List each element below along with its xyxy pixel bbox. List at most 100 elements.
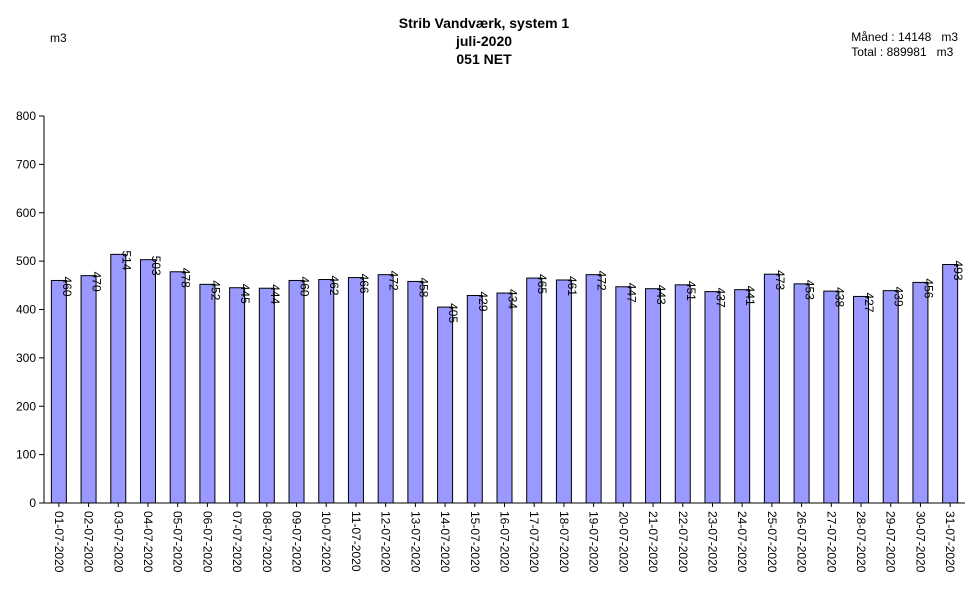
x-tick-label: 01-07-2020 <box>52 511 66 573</box>
x-tick-label: 06-07-2020 <box>200 511 214 573</box>
bar <box>437 306 454 504</box>
x-tick-label: 25-07-2020 <box>765 511 779 573</box>
total-label: Total : <box>851 45 884 59</box>
data-label: 447 <box>624 283 638 303</box>
bar <box>734 289 751 504</box>
bar <box>139 259 156 504</box>
x-tick-label: 14-07-2020 <box>438 511 452 573</box>
data-label: 443 <box>654 285 668 305</box>
title-line-3: 051 NET <box>456 51 512 67</box>
y-tick-label: 600 <box>16 206 36 220</box>
x-tick-label: 23-07-2020 <box>705 511 719 573</box>
data-label: 437 <box>713 288 727 308</box>
x-tick-label: 22-07-2020 <box>676 511 690 573</box>
totals-box: Måned : 14148 m3 Total : 889981 m3 <box>851 30 958 60</box>
bar <box>823 290 840 504</box>
data-label: 452 <box>208 280 222 300</box>
data-label: 444 <box>268 284 282 304</box>
bar <box>80 275 97 504</box>
x-tick-label: 03-07-2020 <box>111 511 125 573</box>
data-label: 453 <box>803 280 817 300</box>
bar <box>645 288 662 504</box>
data-label: 470 <box>90 272 104 292</box>
y-tick-label: 800 <box>16 109 36 123</box>
bar <box>407 280 424 504</box>
x-tick-label: 05-07-2020 <box>171 511 185 573</box>
x-tick-label: 08-07-2020 <box>260 511 274 573</box>
data-label: 514 <box>119 250 133 270</box>
x-tick-label: 04-07-2020 <box>141 511 155 573</box>
data-label: 460 <box>298 276 312 296</box>
x-tick-label: 26-07-2020 <box>795 511 809 573</box>
x-tick-label: 20-07-2020 <box>616 511 630 573</box>
x-tick-label: 12-07-2020 <box>379 511 393 573</box>
bar <box>377 274 394 504</box>
total-value: 889981 <box>886 45 927 59</box>
y-unit-label: m3 <box>50 31 67 45</box>
y-tick-label: 500 <box>16 254 36 268</box>
bar <box>288 279 305 504</box>
y-tick-label: 300 <box>16 351 36 365</box>
y-tick-label: 100 <box>16 448 36 462</box>
x-tick-label: 19-07-2020 <box>587 511 601 573</box>
x-tick-label: 18-07-2020 <box>557 511 571 573</box>
x-tick-label: 17-07-2020 <box>527 511 541 573</box>
y-tick-label: 700 <box>16 157 36 171</box>
data-label: 438 <box>832 287 846 307</box>
data-label: 461 <box>565 276 579 296</box>
month-label: Måned : <box>851 30 895 44</box>
bar <box>496 292 513 504</box>
x-tick-label: 07-07-2020 <box>230 511 244 573</box>
title-line-1: Strib Vandværk, system 1 <box>398 15 570 31</box>
chart-title: Strib Vandværk, system 1 juli-2020 051 N… <box>0 14 968 68</box>
data-label: 472 <box>595 271 609 291</box>
bar <box>704 291 721 504</box>
bar <box>674 284 691 504</box>
total-unit: m3 <box>936 45 954 59</box>
bar <box>853 295 870 504</box>
x-tick-label: 11-07-2020 <box>349 511 363 572</box>
bar <box>912 281 929 504</box>
x-tick-label: 27-07-2020 <box>824 511 838 573</box>
data-label: 451 <box>684 281 698 301</box>
bar <box>50 279 67 504</box>
bar <box>615 286 632 504</box>
data-label: 405 <box>446 303 460 323</box>
grand-total-row: Total : 889981 m3 <box>851 45 958 60</box>
y-tick-label: 400 <box>16 303 36 317</box>
x-tick-label: 13-07-2020 <box>408 511 422 573</box>
bar <box>169 271 186 504</box>
month-value: 14148 <box>897 30 932 44</box>
data-label: 429 <box>476 291 490 311</box>
data-label: 473 <box>773 270 787 290</box>
data-label: 503 <box>149 256 163 276</box>
bar <box>199 283 216 504</box>
bar <box>585 274 602 504</box>
bar <box>942 264 959 504</box>
x-tick-label: 09-07-2020 <box>290 511 304 573</box>
month-total-row: Måned : 14148 m3 <box>851 30 958 45</box>
x-tick-label: 10-07-2020 <box>319 511 333 573</box>
x-tick-label: 30-07-2020 <box>913 511 927 573</box>
data-label: 458 <box>416 277 430 297</box>
data-label: 478 <box>179 268 193 288</box>
data-label: 460 <box>60 276 74 296</box>
x-tick-label: 21-07-2020 <box>646 511 660 573</box>
month-unit: m3 <box>941 30 958 44</box>
data-label: 434 <box>506 289 520 309</box>
x-tick-label: 31-07-2020 <box>943 511 957 573</box>
data-label: 445 <box>238 284 252 304</box>
x-tick-label: 16-07-2020 <box>498 511 512 573</box>
title-line-2: juli-2020 <box>455 33 513 49</box>
data-label: 493 <box>951 261 965 281</box>
y-tick-label: 200 <box>16 399 36 413</box>
bar <box>110 253 127 504</box>
data-label: 462 <box>327 276 341 296</box>
x-tick-label: 15-07-2020 <box>468 511 482 573</box>
y-tick-label: 0 <box>29 496 36 510</box>
data-label: 472 <box>387 271 401 291</box>
data-label: 439 <box>892 287 906 307</box>
bar <box>763 273 780 504</box>
bar <box>347 277 364 504</box>
bar <box>526 277 543 504</box>
